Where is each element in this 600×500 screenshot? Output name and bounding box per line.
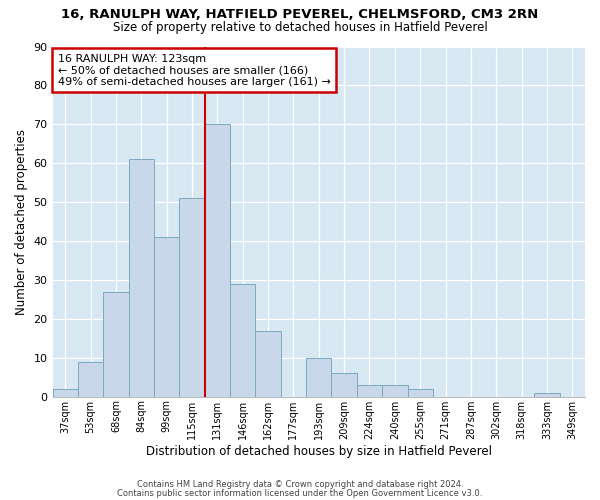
Text: Contains public sector information licensed under the Open Government Licence v3: Contains public sector information licen… [118,488,482,498]
Text: Contains HM Land Registry data © Crown copyright and database right 2024.: Contains HM Land Registry data © Crown c… [137,480,463,489]
Bar [407,389,433,396]
Bar [357,385,382,396]
Bar [534,393,560,396]
Bar [205,124,230,396]
Bar [78,362,103,396]
Bar [128,160,154,396]
Bar [256,330,281,396]
Bar [154,237,179,396]
Y-axis label: Number of detached properties: Number of detached properties [15,128,28,314]
Text: 16 RANULPH WAY: 123sqm
← 50% of detached houses are smaller (166)
49% of semi-de: 16 RANULPH WAY: 123sqm ← 50% of detached… [58,54,331,86]
Bar [53,389,78,396]
Bar [382,385,407,396]
Bar [331,374,357,396]
Text: 16, RANULPH WAY, HATFIELD PEVEREL, CHELMSFORD, CM3 2RN: 16, RANULPH WAY, HATFIELD PEVEREL, CHELM… [61,8,539,20]
Bar [230,284,256,397]
Bar [103,292,128,397]
Bar [179,198,205,396]
Bar [306,358,331,397]
X-axis label: Distribution of detached houses by size in Hatfield Peverel: Distribution of detached houses by size … [146,444,492,458]
Text: Size of property relative to detached houses in Hatfield Peverel: Size of property relative to detached ho… [113,21,487,34]
